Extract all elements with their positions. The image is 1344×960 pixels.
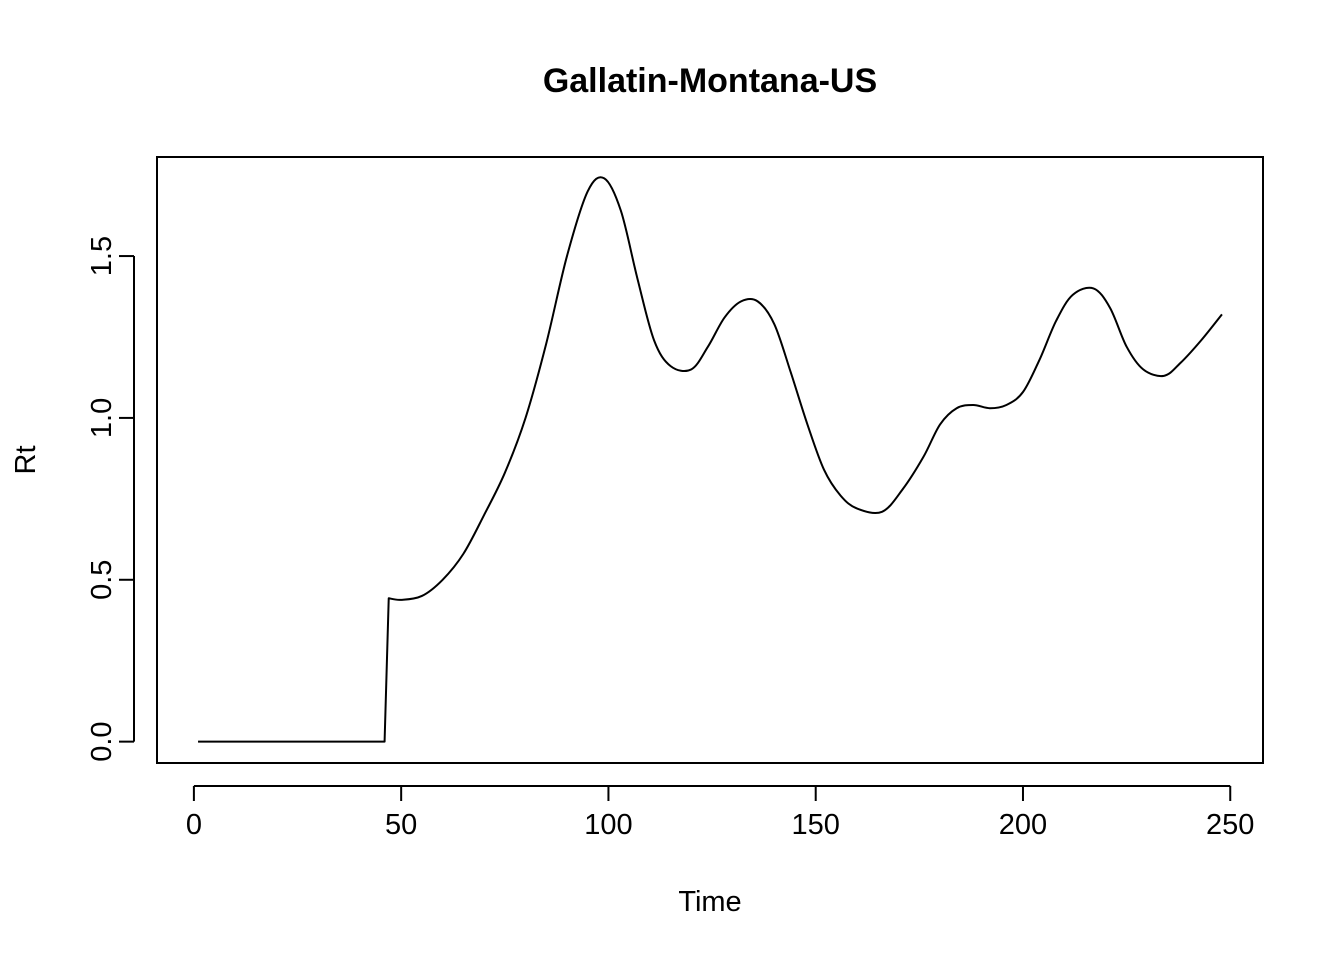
series-layer: [198, 176, 1223, 743]
x-tick-label: 200: [999, 809, 1047, 841]
x-tick-label: 100: [584, 809, 632, 841]
y-tick-label: 0.0: [86, 721, 118, 761]
x-tick-label: 50: [385, 809, 417, 841]
plot-frame: [156, 156, 1264, 764]
x-tick-label: 0: [186, 809, 202, 841]
x-axis-label: Time: [678, 886, 741, 918]
x-tick-label: 250: [1206, 809, 1254, 841]
y-tick-label: 1.0: [86, 398, 118, 438]
y-axis-label: Rt: [10, 446, 42, 475]
x-tick-label: 150: [792, 809, 840, 841]
y-tick-label: 0.5: [86, 560, 118, 600]
y-tick-label: 1.5: [86, 236, 118, 276]
x-axis: 0 50 100 150 200 250: [186, 785, 1254, 841]
chart-title: Gallatin-Montana-US: [543, 62, 877, 100]
y-axis: 0.0 0.5 1.0 1.5: [86, 236, 135, 762]
series-line: [198, 176, 1223, 743]
